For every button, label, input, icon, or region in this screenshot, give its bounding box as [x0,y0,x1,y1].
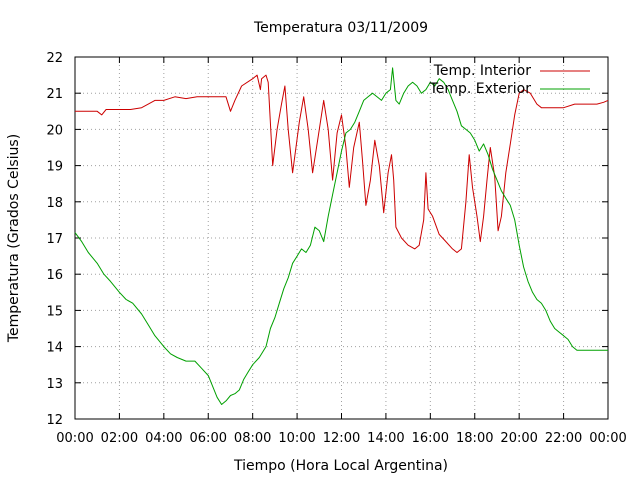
y-tick-label: 17 [46,232,63,247]
x-tick-label: 00:00 [56,431,93,446]
x-tick-label: 20:00 [500,431,537,446]
y-tick-label: 18 [46,196,63,211]
series-line-exterior [74,67,608,405]
x-tick-labels: 00:00 02:00 04:00 06:00 08:00 10:00 12:00 14:00… [56,431,626,446]
y-tick-label: 15 [46,304,63,319]
series-line-interior [75,74,609,253]
series-lines [74,67,609,405]
legend-label-exterior: Temp. Exterior [429,81,532,97]
x-tick-label: 02:00 [101,431,138,446]
y-tick-label: 22 [46,51,63,66]
y-tick-label: 19 [46,160,63,175]
x-tick-label: 06:00 [190,431,227,446]
y-tick-labels: 12 13 14 15 16 17 18 19 20 21 22 [46,51,63,428]
y-tick-label: 20 [46,123,63,138]
x-tick-label: 16:00 [412,431,449,446]
x-tick-label: 14:00 [367,431,404,446]
x-tick-label: 00:00 [589,431,626,446]
x-tick-label: 10:00 [278,431,315,446]
y-tick-label: 12 [46,413,63,428]
y-tick-label: 16 [46,268,63,283]
tick-marks [74,56,609,420]
x-tick-label: 12:00 [323,431,360,446]
x-tick-label: 08:00 [234,431,271,446]
legend: Temp. Interior Temp. Exterior [429,63,590,97]
x-tick-label: 18:00 [456,431,493,446]
y-tick-label: 13 [46,377,63,392]
grid [75,57,608,419]
y-tick-label: 14 [46,341,63,356]
y-axis-label: Temperatura (Grados Celsius) [6,134,22,343]
x-tick-label: 04:00 [145,431,182,446]
x-axis-label: Tiempo (Hora Local Argentina) [233,458,448,474]
chart-title: Temperatura 03/11/2009 [253,20,428,36]
x-tick-label: 22:00 [545,431,582,446]
legend-label-interior: Temp. Interior [433,63,532,79]
y-tick-label: 21 [46,87,63,102]
